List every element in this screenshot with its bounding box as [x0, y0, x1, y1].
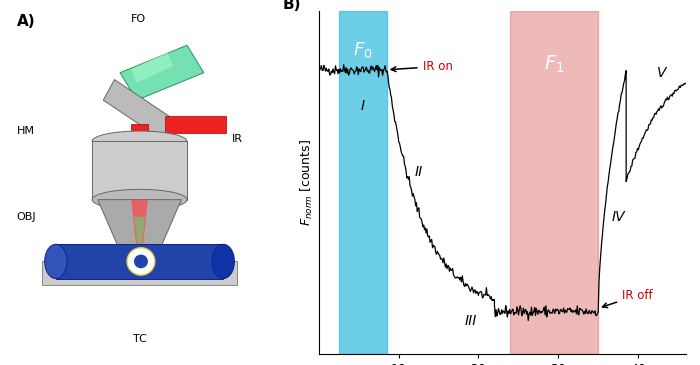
- Text: IR: IR: [232, 134, 243, 145]
- Bar: [164, 116, 226, 133]
- Polygon shape: [104, 80, 176, 141]
- Polygon shape: [134, 217, 145, 251]
- Ellipse shape: [92, 131, 187, 151]
- Polygon shape: [120, 45, 204, 100]
- Text: FO: FO: [131, 14, 146, 24]
- Text: II: II: [414, 165, 423, 178]
- Bar: [510, 11, 598, 354]
- Text: A): A): [17, 14, 36, 29]
- Text: $\mathit{F_0}$: $\mathit{F_0}$: [353, 41, 372, 60]
- Polygon shape: [131, 200, 148, 251]
- Text: IR off: IR off: [603, 289, 653, 308]
- Text: I: I: [360, 99, 365, 113]
- Text: B): B): [282, 0, 301, 12]
- Bar: [56, 244, 223, 278]
- Text: TC: TC: [132, 334, 146, 344]
- Ellipse shape: [127, 248, 155, 275]
- Text: V: V: [657, 66, 667, 81]
- Bar: [92, 141, 187, 200]
- Text: OBJ: OBJ: [17, 212, 36, 222]
- Bar: [339, 11, 386, 354]
- Y-axis label: $F_{norm}$ [counts]: $F_{norm}$ [counts]: [299, 139, 315, 226]
- Polygon shape: [98, 200, 181, 251]
- Bar: [131, 124, 148, 200]
- Text: IR on: IR on: [391, 60, 452, 73]
- Ellipse shape: [134, 254, 148, 268]
- Polygon shape: [131, 52, 173, 83]
- Text: $\mathit{F_1}$: $\mathit{F_1}$: [544, 53, 565, 75]
- Text: HM: HM: [17, 126, 35, 136]
- Ellipse shape: [45, 244, 67, 278]
- Text: IV: IV: [611, 210, 625, 224]
- Polygon shape: [42, 261, 237, 285]
- Text: III: III: [464, 314, 477, 328]
- Ellipse shape: [92, 189, 187, 210]
- Ellipse shape: [212, 244, 234, 278]
